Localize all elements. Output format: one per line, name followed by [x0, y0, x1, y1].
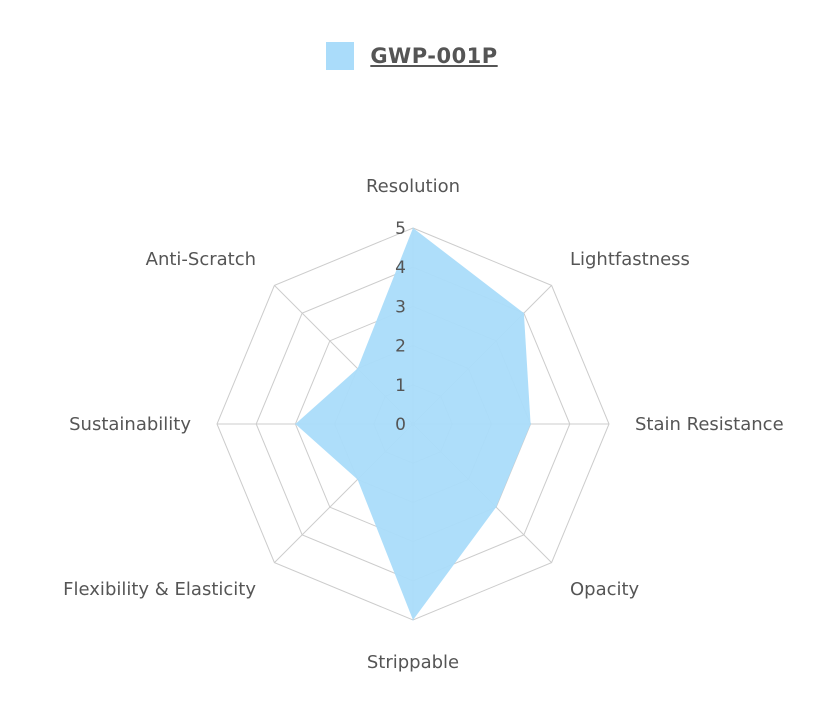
- data-point-0[interactable]: [412, 227, 414, 229]
- data-point-2[interactable]: [530, 423, 532, 425]
- axis-label: Flexibility & Elasticity: [63, 579, 256, 600]
- data-point-6[interactable]: [294, 423, 296, 425]
- data-point-5[interactable]: [357, 478, 359, 480]
- radar-series: [294, 227, 532, 621]
- tick-label: 3: [395, 297, 406, 317]
- radar-axis-labels: Resolution Lightfastness Stain Resistance O…: [63, 176, 783, 673]
- axis-label: Anti-Scratch: [146, 249, 256, 270]
- data-point-7[interactable]: [357, 368, 359, 370]
- tick-label: 5: [395, 219, 406, 239]
- data-point-3[interactable]: [495, 506, 497, 508]
- radar-tick-labels: 0 1 2 3 4 5: [395, 219, 406, 435]
- axis-label: Lightfastness: [570, 249, 690, 270]
- tick-label: 0: [395, 415, 406, 435]
- axis-label: Opacity: [570, 579, 640, 600]
- axis-label: Stain Resistance: [635, 414, 784, 435]
- axis-label: Resolution: [366, 176, 460, 197]
- legend: GWP-001P: [0, 42, 824, 70]
- tick-label: 2: [395, 337, 406, 357]
- data-point-1[interactable]: [523, 312, 525, 314]
- axis-label: Sustainability: [69, 414, 191, 435]
- axis-label: Strippable: [367, 652, 459, 673]
- tick-label: 4: [395, 258, 406, 278]
- legend-label[interactable]: GWP-001P: [370, 44, 498, 68]
- data-point-4[interactable]: [412, 619, 414, 621]
- series-area-0[interactable]: [295, 228, 531, 620]
- legend-swatch[interactable]: [326, 42, 355, 70]
- tick-label: 1: [395, 376, 406, 396]
